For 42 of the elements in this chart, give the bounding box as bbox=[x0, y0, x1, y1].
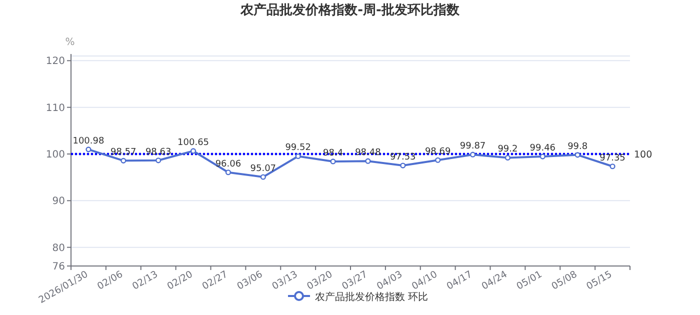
point bbox=[295, 153, 301, 160]
data-label: 98.63 bbox=[145, 147, 172, 158]
data-label: 99.87 bbox=[460, 142, 486, 152]
point bbox=[120, 158, 126, 164]
data-label: 98.69 bbox=[424, 147, 451, 158]
point bbox=[435, 157, 441, 163]
point bbox=[574, 152, 580, 158]
point bbox=[365, 158, 371, 164]
chart-title: 农产品批发价格指数-周-批发环比指数 bbox=[240, 2, 460, 18]
legend-label: 农产品批发价格指数 环比 bbox=[315, 291, 428, 303]
point bbox=[504, 154, 511, 161]
data-label: 97.35 bbox=[600, 153, 626, 164]
data-label: 99.52 bbox=[285, 143, 311, 154]
data-label: 99.8 bbox=[568, 142, 588, 152]
point bbox=[156, 158, 162, 164]
point bbox=[400, 162, 406, 168]
point bbox=[330, 158, 336, 164]
point bbox=[540, 154, 546, 160]
y-axis-title: % bbox=[65, 37, 75, 48]
point bbox=[260, 174, 266, 180]
data-label: 97.53 bbox=[390, 152, 416, 163]
data-label: 95.07 bbox=[250, 164, 276, 174]
y-tick-label: 100 bbox=[46, 150, 65, 160]
point bbox=[190, 148, 196, 154]
y-tick-label: 110 bbox=[46, 102, 65, 114]
y-tick-label: 80 bbox=[52, 242, 65, 254]
point bbox=[610, 164, 616, 170]
data-label: 98.48 bbox=[355, 148, 382, 158]
point bbox=[86, 146, 92, 152]
data-label: 96.06 bbox=[215, 159, 242, 170]
data-label: 99.2 bbox=[498, 144, 518, 155]
data-label: 100.65 bbox=[178, 138, 210, 148]
data-label: 98.57 bbox=[110, 148, 136, 158]
ref-line-label: 100 bbox=[634, 150, 652, 160]
data-label: 100.98 bbox=[72, 136, 104, 146]
point bbox=[470, 152, 476, 158]
y-tick-label: 76 bbox=[52, 262, 65, 272]
point bbox=[225, 170, 232, 176]
y-tick-label: 120 bbox=[46, 56, 65, 68]
y-tick-label: 90 bbox=[52, 196, 65, 208]
data-label: 98.4 bbox=[323, 148, 344, 158]
data-label: 99.46 bbox=[530, 144, 556, 154]
